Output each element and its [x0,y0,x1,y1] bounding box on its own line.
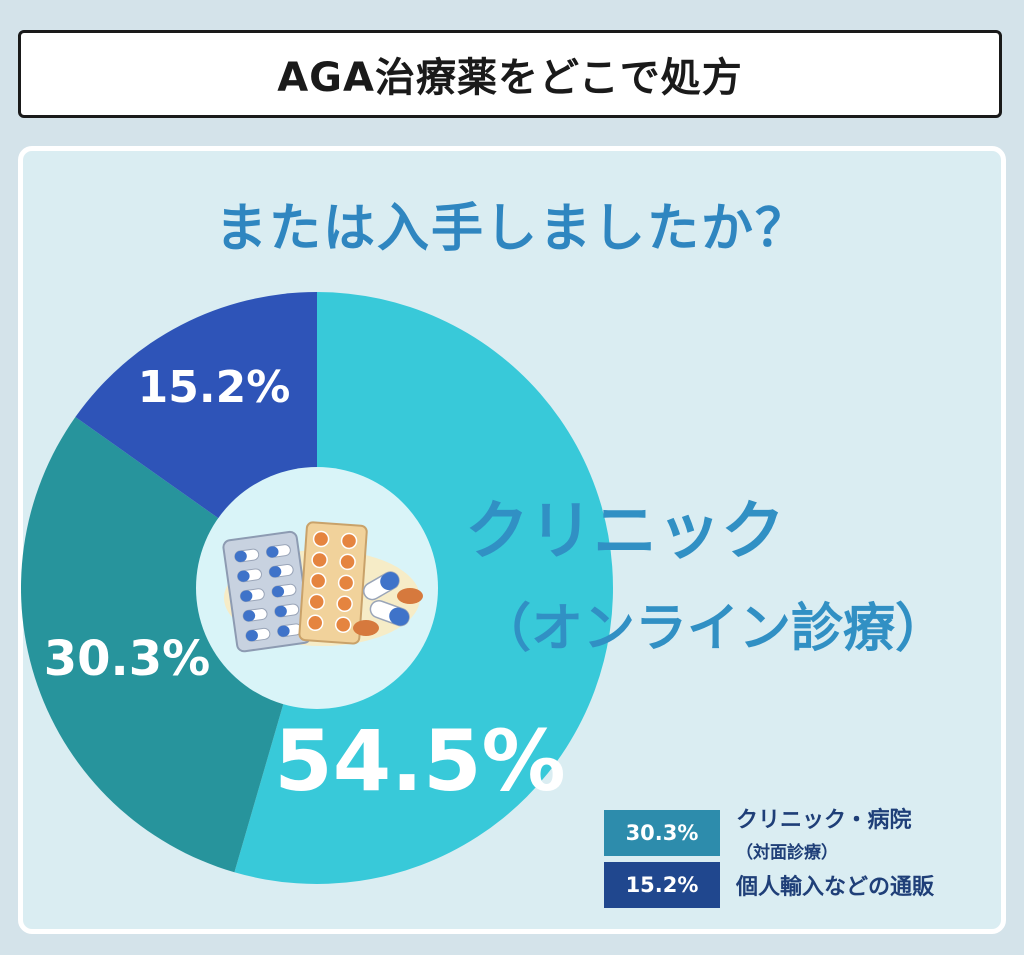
pill-illustration [222,521,423,653]
question-heading: または入手しましたか？ [214,199,809,259]
legend-row-clinic-hospital: 30.3% クリニック・病院 （対面診療） [604,802,912,863]
pie-slice-1 [20,417,318,873]
legend-label: クリニック・病院 [736,808,912,833]
slice-label-online-shopping: 15.2% [138,362,291,413]
legend-label: 個人輸入などの通販 [736,875,935,900]
slice-label-clinic-hospital: 30.3% [44,631,211,687]
legend-row-online-shopping: 15.2% 個人輸入などの通販 [604,862,934,908]
legend-text: 個人輸入などの通販 [736,869,934,901]
legend-swatch: 15.2% [604,862,720,908]
slice-label-clinic-online: 54.5% [274,712,565,810]
callout-line-2: （オンライン診療） [479,599,947,659]
legend-sublabel: （対面診療） [736,843,838,863]
callout-line-1: クリニック [465,495,785,569]
page-title: AGA治療薬をどこで処方 [277,55,743,101]
title-box: AGA治療薬をどこで処方 [18,30,1002,118]
legend-swatch: 30.3% [604,809,720,856]
legend-text: クリニック・病院 （対面診療） [736,802,912,863]
